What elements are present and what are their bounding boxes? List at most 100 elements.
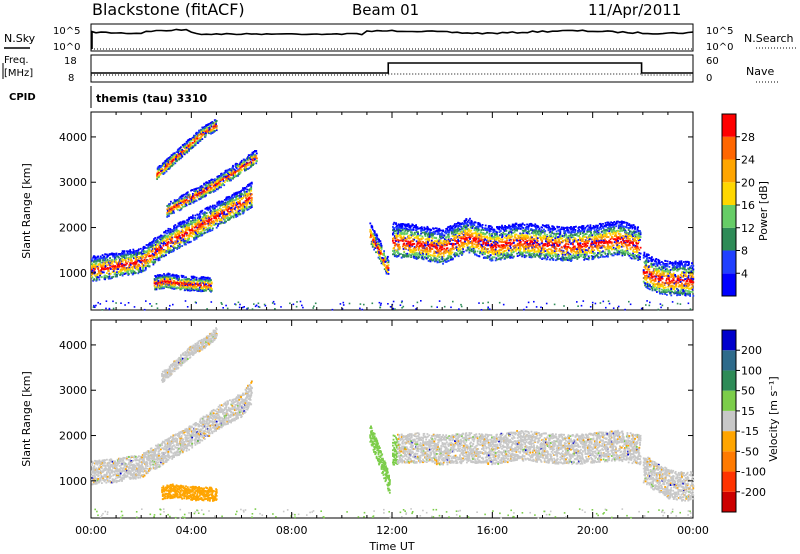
range-cell bbox=[178, 221, 181, 224]
range-cell bbox=[192, 145, 195, 148]
range-cell bbox=[108, 275, 111, 278]
range-cell bbox=[97, 266, 100, 269]
range-cell bbox=[240, 169, 243, 172]
range-cell bbox=[215, 178, 218, 181]
range-cell bbox=[161, 163, 164, 166]
range-cell bbox=[230, 169, 233, 172]
range-cell bbox=[218, 201, 221, 203]
range-cell bbox=[170, 229, 172, 231]
range-cell bbox=[196, 135, 199, 138]
range-cell bbox=[445, 232, 448, 235]
range-cell bbox=[421, 256, 424, 259]
range-cell bbox=[212, 181, 215, 184]
range-cell bbox=[230, 203, 232, 205]
range-cell bbox=[395, 239, 398, 242]
range-cell bbox=[435, 229, 438, 232]
range-cell bbox=[104, 265, 107, 268]
range-cell bbox=[98, 278, 101, 281]
range-cell bbox=[460, 237, 463, 240]
range-cell bbox=[250, 165, 253, 168]
range-cell bbox=[186, 225, 189, 228]
range-cell bbox=[99, 261, 102, 264]
range-cell bbox=[234, 202, 236, 205]
range-cell bbox=[399, 234, 402, 236]
power-scatter bbox=[91, 119, 695, 311]
range-cell bbox=[91, 270, 94, 272]
range-cell bbox=[168, 164, 171, 167]
range-cell bbox=[469, 246, 471, 249]
range-cell bbox=[215, 188, 218, 191]
range-cell bbox=[161, 280, 164, 283]
range-cell bbox=[242, 187, 244, 189]
range-cell bbox=[435, 242, 438, 245]
range-cell bbox=[145, 244, 148, 246]
range-cell bbox=[198, 227, 201, 229]
range-cell bbox=[140, 261, 143, 264]
freq-panel: Freq. [MHz] 18 8 60 0 Nave bbox=[2, 54, 780, 84]
range-cell bbox=[153, 242, 155, 244]
range-cell bbox=[439, 253, 442, 256]
range-cell bbox=[180, 226, 183, 229]
range-cell bbox=[173, 249, 175, 252]
range-cell bbox=[444, 241, 446, 244]
range-cell bbox=[141, 253, 143, 255]
range-cell bbox=[119, 261, 122, 263]
range-cell bbox=[461, 231, 463, 234]
range-cell bbox=[427, 256, 429, 259]
range-cell bbox=[429, 235, 431, 238]
range-cell bbox=[207, 229, 209, 232]
range-cell bbox=[131, 260, 133, 262]
range-cell bbox=[249, 163, 252, 166]
range-cell bbox=[170, 232, 173, 235]
range-cell bbox=[403, 236, 406, 239]
range-cell bbox=[218, 175, 221, 177]
range-cell bbox=[161, 247, 163, 250]
range-cell bbox=[199, 282, 202, 284]
range-cell bbox=[186, 200, 189, 202]
range-cell bbox=[186, 224, 189, 227]
range-cell bbox=[166, 277, 169, 280]
range-cell bbox=[378, 253, 381, 255]
range-cell bbox=[416, 237, 419, 239]
range-cell bbox=[101, 254, 104, 256]
range-cell bbox=[400, 253, 402, 255]
range-cell bbox=[370, 234, 372, 237]
range-cell bbox=[91, 267, 94, 269]
range-cell bbox=[178, 237, 180, 240]
range-cell bbox=[104, 259, 106, 262]
range-cell bbox=[460, 223, 463, 225]
range-cell bbox=[132, 248, 135, 251]
range-cell bbox=[185, 140, 188, 143]
range-cell bbox=[168, 205, 170, 208]
range-cell bbox=[218, 215, 221, 217]
range-cell bbox=[395, 249, 397, 252]
range-cell bbox=[187, 239, 190, 242]
range-cell bbox=[171, 229, 174, 232]
range-cell bbox=[175, 277, 177, 280]
range-cell bbox=[172, 281, 175, 284]
range-cell bbox=[204, 211, 207, 214]
range-cell bbox=[411, 253, 414, 255]
range-cell bbox=[197, 219, 200, 222]
range-cell bbox=[220, 221, 223, 224]
range-cell bbox=[190, 283, 192, 286]
range-cell bbox=[242, 210, 245, 213]
range-cell bbox=[184, 225, 187, 228]
range-cell bbox=[454, 223, 456, 225]
range-cell bbox=[91, 268, 93, 271]
range-cell bbox=[143, 253, 146, 256]
range-cell bbox=[426, 250, 429, 253]
range-cell bbox=[195, 229, 197, 232]
range-cell bbox=[401, 238, 404, 241]
range-cell bbox=[202, 126, 205, 129]
range-cell bbox=[173, 208, 175, 211]
range-cell bbox=[188, 226, 190, 229]
range-cell bbox=[186, 193, 189, 196]
range-cell bbox=[169, 166, 172, 168]
range-cell bbox=[137, 267, 140, 270]
range-cell bbox=[197, 232, 199, 234]
range-cell bbox=[445, 249, 448, 251]
range-cell bbox=[397, 227, 399, 229]
range-cell bbox=[135, 258, 138, 260]
range-cell bbox=[471, 240, 473, 243]
